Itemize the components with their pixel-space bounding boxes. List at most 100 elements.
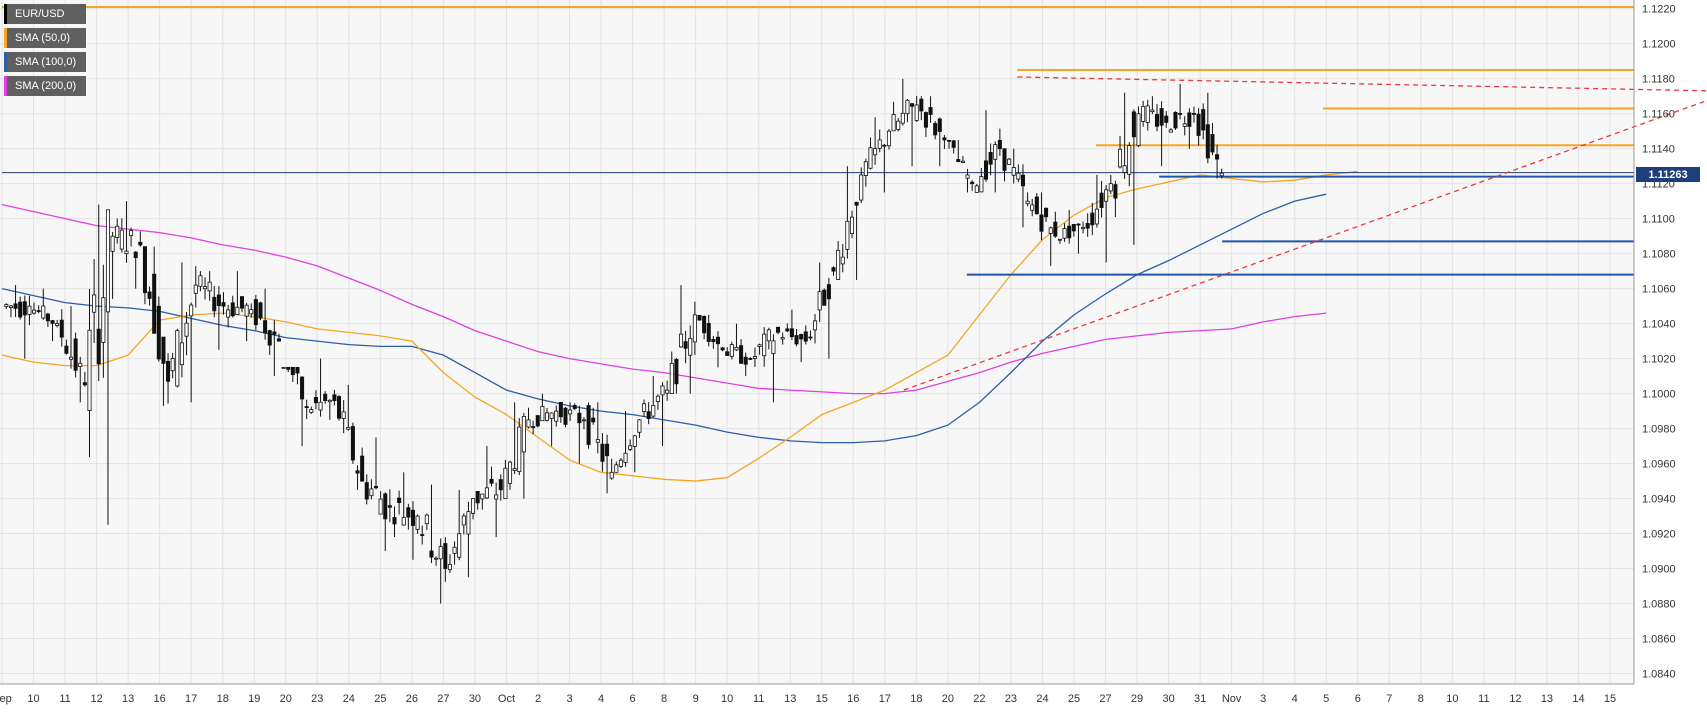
- legend-item-sma-200[interactable]: SMA (200,0): [4, 76, 87, 96]
- candle-body: [757, 344, 762, 347]
- candle-body: [891, 114, 896, 132]
- candle-body: [521, 415, 526, 453]
- candle-body: [669, 362, 674, 395]
- candle-body: [332, 394, 337, 402]
- candle-body: [124, 250, 129, 255]
- candle-body: [642, 403, 647, 412]
- candle-body: [489, 478, 494, 484]
- candle-body: [392, 517, 397, 525]
- candle-body: [937, 118, 942, 132]
- candle-body: [822, 289, 827, 306]
- candle-body: [198, 275, 203, 287]
- y-tick-label: 1.0880: [1642, 599, 1676, 611]
- candle-body: [873, 148, 878, 156]
- candle-body: [836, 249, 841, 280]
- candle-body: [258, 302, 263, 319]
- candle-body: [1020, 174, 1025, 187]
- candle-body: [831, 267, 836, 272]
- candle-body: [1011, 167, 1016, 176]
- candle-body: [59, 319, 64, 338]
- candle-body: [92, 294, 97, 313]
- candle-body: [216, 294, 221, 307]
- candle-body: [27, 305, 32, 315]
- candle-body: [632, 435, 637, 447]
- x-tick-label: 31: [1194, 693, 1206, 705]
- candle-body: [249, 309, 254, 315]
- candle-body: [1048, 227, 1053, 234]
- candle-body: [803, 331, 808, 342]
- candle-body: [605, 443, 610, 457]
- x-tick-label: 15: [816, 693, 828, 705]
- candle-body: [369, 488, 374, 497]
- candle-body: [983, 160, 989, 180]
- x-tick-label: 16: [847, 693, 859, 705]
- candle-body: [87, 329, 92, 411]
- legend-label-sma-200: SMA (200,0): [15, 80, 77, 92]
- candle-body: [471, 498, 476, 514]
- x-tick-label: 29: [1131, 693, 1143, 705]
- candle-body: [896, 120, 901, 130]
- candle-body: [683, 341, 688, 349]
- x-tick-label: 2: [535, 693, 541, 705]
- x-tick-label: 7: [1386, 693, 1392, 705]
- candle-body: [947, 139, 952, 142]
- x-tick-label: 30: [469, 693, 481, 705]
- y-tick-label: 1.1060: [1642, 284, 1676, 296]
- candle-body: [1215, 154, 1220, 160]
- candle-body: [697, 315, 702, 321]
- candle-body: [239, 296, 245, 309]
- candle-body: [1081, 227, 1086, 230]
- legend-item-eurusd[interactable]: EUR/USD: [4, 4, 87, 24]
- candle-body: [4, 304, 9, 307]
- x-tick-label: 25: [1068, 693, 1080, 705]
- candle-body: [203, 286, 208, 290]
- y-tick-label: 1.1220: [1642, 4, 1676, 16]
- legend-item-sma-100[interactable]: SMA (100,0): [4, 52, 87, 72]
- candle-body: [1136, 113, 1141, 147]
- x-tick-label: 20: [280, 693, 292, 705]
- candle-body: [378, 498, 383, 515]
- candle-body: [415, 515, 420, 530]
- x-tick-label: 9: [693, 693, 699, 705]
- x-tick-label: 23: [1005, 693, 1017, 705]
- candle-body: [951, 140, 956, 148]
- candle-body: [480, 493, 485, 500]
- legend-swatch-sma-50: [4, 28, 7, 48]
- x-tick-label: Sep: [0, 693, 12, 705]
- candle-body: [997, 139, 1002, 150]
- candle-body: [734, 346, 739, 351]
- candle-body: [494, 494, 499, 500]
- x-tick-label: 10: [27, 693, 39, 705]
- candle-body: [563, 407, 568, 425]
- candle-body: [1219, 172, 1224, 177]
- candle-body: [18, 301, 23, 318]
- candle-body: [341, 411, 346, 419]
- candle-body: [928, 107, 933, 115]
- candle-body: [725, 351, 730, 356]
- x-tick-label: 11: [753, 693, 764, 705]
- candle-body: [711, 338, 716, 343]
- x-tick-label: 4: [598, 693, 604, 705]
- candle-body: [1178, 113, 1183, 115]
- candle-body: [692, 314, 697, 343]
- candle-body: [96, 328, 101, 365]
- candle-body: [586, 405, 591, 445]
- candle-body: [1039, 214, 1044, 232]
- x-tick-label: 23: [311, 693, 323, 705]
- candle-body: [979, 176, 984, 193]
- candle-body: [272, 331, 277, 335]
- candle-body: [729, 344, 734, 357]
- y-tick-label: 1.0960: [1642, 459, 1676, 471]
- candle-body: [355, 470, 360, 474]
- candle-body: [919, 98, 924, 112]
- candle-body: [799, 334, 804, 340]
- x-tick-label: 6: [630, 693, 636, 705]
- x-tick-label: 10: [721, 693, 733, 705]
- candle-body: [1159, 108, 1164, 126]
- legend-item-sma-50[interactable]: SMA (50,0): [4, 28, 87, 48]
- candle-body: [263, 320, 268, 334]
- y-tick-label: 1.0940: [1642, 494, 1676, 506]
- candle-body: [267, 330, 272, 346]
